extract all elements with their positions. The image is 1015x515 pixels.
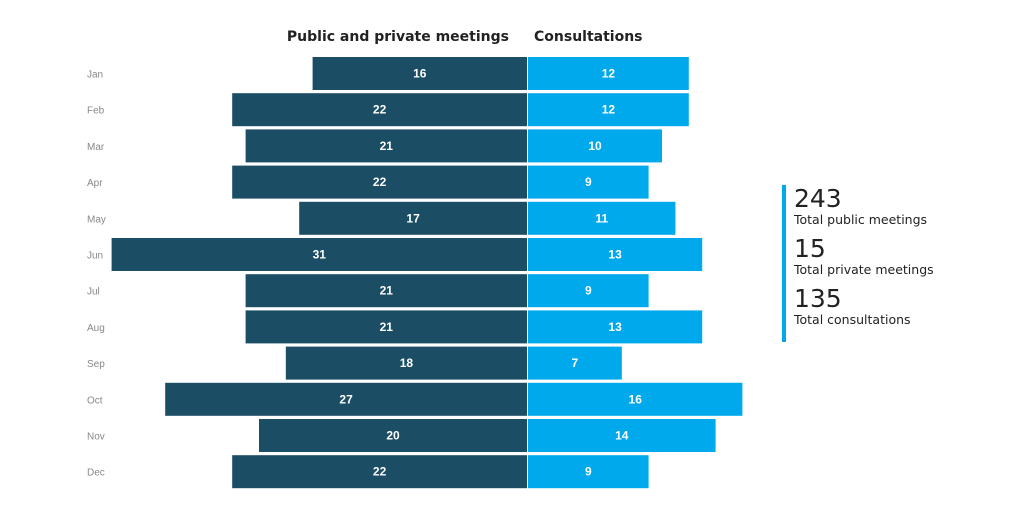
left-value-label-aug: 21 bbox=[380, 320, 394, 334]
right-bar-apr bbox=[528, 165, 649, 199]
right-value-label-jun: 13 bbox=[608, 248, 622, 262]
left-bar-dec bbox=[232, 455, 527, 489]
right-bar-jan bbox=[528, 57, 689, 90]
left-bar-may bbox=[299, 201, 527, 235]
right-bar-jun bbox=[528, 238, 703, 271]
right-value-label-apr: 9 bbox=[585, 175, 592, 189]
left-bar-feb bbox=[232, 93, 527, 127]
category-label-mar: Mar bbox=[87, 142, 105, 153]
summary-panel: 243 Total public meetings 15 Total priva… bbox=[782, 185, 934, 342]
left-bar-nov bbox=[259, 419, 527, 452]
left-value-label-dec: 22 bbox=[373, 465, 387, 479]
category-label-sep: Sep bbox=[87, 359, 105, 370]
right-value-label-jul: 9 bbox=[585, 284, 592, 298]
total-public-meetings-value: 243 bbox=[794, 184, 842, 213]
left-bar-apr bbox=[232, 165, 527, 199]
category-label-dec: Dec bbox=[87, 468, 105, 479]
right-bar-nov bbox=[528, 419, 716, 452]
category-label-apr: Apr bbox=[87, 178, 103, 189]
right-value-label-sep: 7 bbox=[572, 356, 579, 370]
left-value-label-sep: 18 bbox=[400, 356, 414, 370]
left-bar-jul bbox=[245, 274, 527, 308]
category-label-jan: Jan bbox=[87, 70, 103, 81]
summary-item-consultations: 135 Total consultations bbox=[794, 285, 934, 328]
right-value-label-mar: 10 bbox=[588, 139, 602, 153]
right-bar-sep bbox=[528, 346, 622, 380]
left-bar-aug bbox=[245, 310, 527, 344]
left-bar-jan bbox=[312, 57, 527, 90]
right-bar-aug bbox=[528, 310, 703, 344]
left-value-label-apr: 22 bbox=[373, 175, 387, 189]
summary-item-public: 243 Total public meetings bbox=[794, 185, 934, 228]
right-bar-oct bbox=[528, 382, 743, 416]
right-value-label-oct: 16 bbox=[629, 392, 643, 406]
total-private-meetings-label: Total private meetings bbox=[794, 262, 934, 277]
right-value-label-jan: 12 bbox=[602, 67, 616, 81]
left-value-label-mar: 21 bbox=[380, 139, 394, 153]
left-value-label-oct: 27 bbox=[339, 392, 353, 406]
category-label-nov: Nov bbox=[87, 432, 105, 443]
right-bar-may bbox=[528, 201, 676, 235]
right-value-label-may: 11 bbox=[595, 211, 608, 225]
category-label-oct: Oct bbox=[87, 395, 103, 406]
total-consultations-value: 135 bbox=[794, 284, 842, 313]
right-bar-jul bbox=[528, 274, 649, 308]
total-private-meetings-value: 15 bbox=[794, 234, 826, 263]
category-label-aug: Aug bbox=[87, 323, 105, 334]
left-bar-oct bbox=[165, 382, 527, 416]
left-value-label-jul: 21 bbox=[380, 284, 394, 298]
left-value-label-nov: 20 bbox=[386, 429, 400, 443]
right-bar-feb bbox=[528, 93, 689, 127]
category-label-may: May bbox=[87, 214, 106, 225]
left-bar-mar bbox=[245, 129, 527, 163]
category-label-jun: Jun bbox=[87, 251, 103, 262]
left-series-header: Public and private meetings bbox=[286, 29, 509, 45]
right-series-header: Consultations bbox=[534, 29, 643, 45]
left-value-label-may: 17 bbox=[406, 211, 420, 225]
right-value-label-dec: 9 bbox=[585, 465, 592, 479]
category-label-feb: Feb bbox=[87, 106, 105, 117]
right-value-label-nov: 14 bbox=[615, 429, 629, 443]
left-value-label-jun: 31 bbox=[313, 248, 327, 262]
right-value-label-feb: 12 bbox=[602, 103, 616, 117]
summary-item-private: 15 Total private meetings bbox=[794, 235, 934, 278]
right-bar-dec bbox=[528, 455, 649, 489]
right-value-label-aug: 13 bbox=[608, 320, 622, 334]
left-bar-jun bbox=[111, 238, 527, 271]
right-bar-mar bbox=[528, 129, 662, 163]
total-public-meetings-label: Total public meetings bbox=[794, 212, 928, 227]
category-label-jul: Jul bbox=[87, 287, 100, 298]
left-value-label-feb: 22 bbox=[373, 103, 387, 117]
total-consultations-label: Total consultations bbox=[794, 312, 911, 327]
left-value-label-jan: 16 bbox=[413, 67, 427, 81]
left-bar-sep bbox=[285, 346, 527, 380]
